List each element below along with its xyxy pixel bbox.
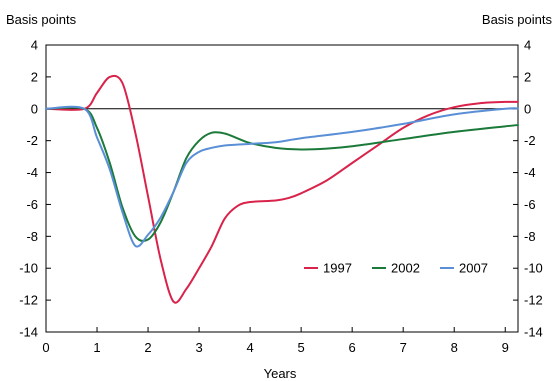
x-tick-label: 0 (42, 340, 49, 355)
x-axis-title: Years (264, 366, 297, 381)
x-tick-label: 1 (93, 340, 100, 355)
legend: 1997 2002 2007 (304, 261, 488, 276)
y-tick-label-left: 2 (31, 69, 38, 84)
x-tick-label: 2 (144, 340, 151, 355)
series-line-2002 (45, 106, 519, 242)
series-layer (45, 74, 519, 304)
plot-frame (45, 44, 519, 333)
y-tick-label-right: -10 (524, 261, 543, 276)
y-axis-title-left: Basis points (6, 12, 77, 27)
x-tick-label: 3 (195, 340, 202, 355)
y-tick-label-left: -12 (19, 293, 38, 308)
y-tick-label-right: 2 (524, 69, 531, 84)
x-tick-label: 7 (400, 340, 407, 355)
y-tick-label-right: -4 (524, 165, 536, 180)
x-tick-label: 6 (349, 340, 356, 355)
y-tick-label-right: -14 (524, 325, 543, 340)
y-tick-label-right: -2 (524, 133, 536, 148)
y-tick-label-right: -12 (524, 293, 543, 308)
y-tick-label-right: 4 (524, 38, 531, 53)
y-tick-label-left: -8 (26, 229, 38, 244)
y-tick-label-right: 0 (524, 101, 531, 116)
y-tick-label-right: -6 (524, 197, 536, 212)
y-tick-label-left: -14 (19, 325, 38, 340)
x-tick-label: 9 (502, 340, 509, 355)
legend-label-2002: 2002 (391, 261, 420, 276)
x-tick-label: 4 (246, 340, 253, 355)
y-tick-label-left: -6 (26, 197, 38, 212)
y-tick-label-left: -2 (26, 133, 38, 148)
y-tick-label-left: 0 (31, 101, 38, 116)
legend-label-2007: 2007 (459, 261, 488, 276)
x-tick-label: 8 (451, 340, 458, 355)
x-tick-label: 5 (298, 340, 305, 355)
y-axis-title-right: Basis points (482, 12, 553, 27)
y-tick-label-left: 4 (31, 38, 38, 53)
y-tick-label-left: -10 (19, 261, 38, 276)
legend-label-1997: 1997 (323, 261, 352, 276)
series-line-2007 (45, 105, 519, 248)
y-tick-label-right: -8 (524, 229, 536, 244)
y-tick-label-left: -4 (26, 165, 38, 180)
series-line-1997 (45, 74, 519, 304)
axis-tick-labels: -14 -14 -12 -12 -10 -10 -8 -8 -6 -6 -4 -4 -2 -2 0 0 2 2 4 4… (19, 38, 543, 356)
